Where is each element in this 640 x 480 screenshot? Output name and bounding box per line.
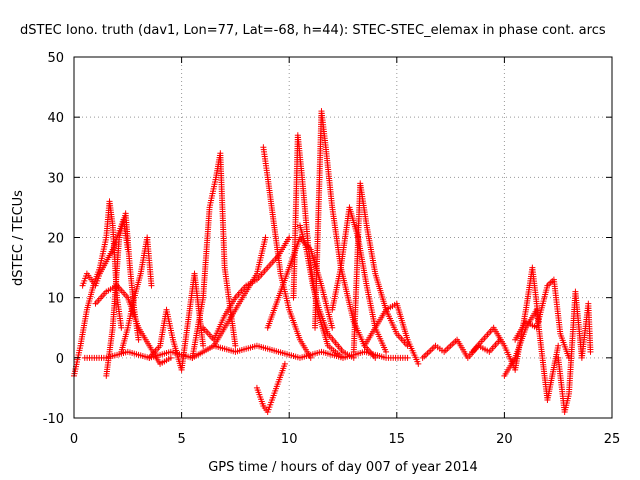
data-point: [200, 342, 207, 349]
y-tick-label: 40: [47, 111, 64, 126]
y-tick-label: 0: [56, 352, 64, 367]
x-tick-label: 0: [70, 432, 78, 447]
y-tick-label: -10: [43, 412, 64, 427]
data-point: [281, 360, 288, 367]
data-point: [404, 354, 411, 361]
grid-lines: [74, 57, 612, 418]
data-point: [555, 342, 562, 349]
axis-ticks: 0 5 10 15 20 25 -10 0 10 20 30 40 50: [43, 51, 621, 447]
chart-title: dSTEC Iono. truth (dav1, Lon=77, Lat=-68…: [20, 23, 606, 38]
y-axis-label: dSTEC / TECUs: [11, 190, 26, 286]
data-point: [148, 282, 155, 289]
data-point: [167, 354, 174, 361]
y-tick-label: 20: [47, 232, 64, 247]
data-points: [71, 108, 594, 415]
x-tick-label: 15: [389, 432, 406, 447]
x-tick-label: 10: [281, 432, 298, 447]
data-point: [262, 234, 269, 241]
x-axis-label: GPS time / hours of day 007 of year 2014: [208, 460, 478, 475]
y-tick-label: 10: [47, 292, 64, 307]
data-point: [135, 336, 142, 343]
x-tick-label: 20: [496, 432, 513, 447]
data-point: [587, 348, 594, 355]
data-point: [118, 324, 125, 331]
x-tick-label: 5: [177, 432, 185, 447]
y-tick-label: 50: [47, 51, 64, 66]
data-point: [232, 342, 239, 349]
data-point: [383, 348, 390, 355]
y-tick-label: 30: [47, 171, 64, 186]
x-tick-label: 25: [604, 432, 621, 447]
data-point: [286, 234, 293, 241]
data-point: [415, 360, 422, 367]
data-point: [329, 324, 336, 331]
